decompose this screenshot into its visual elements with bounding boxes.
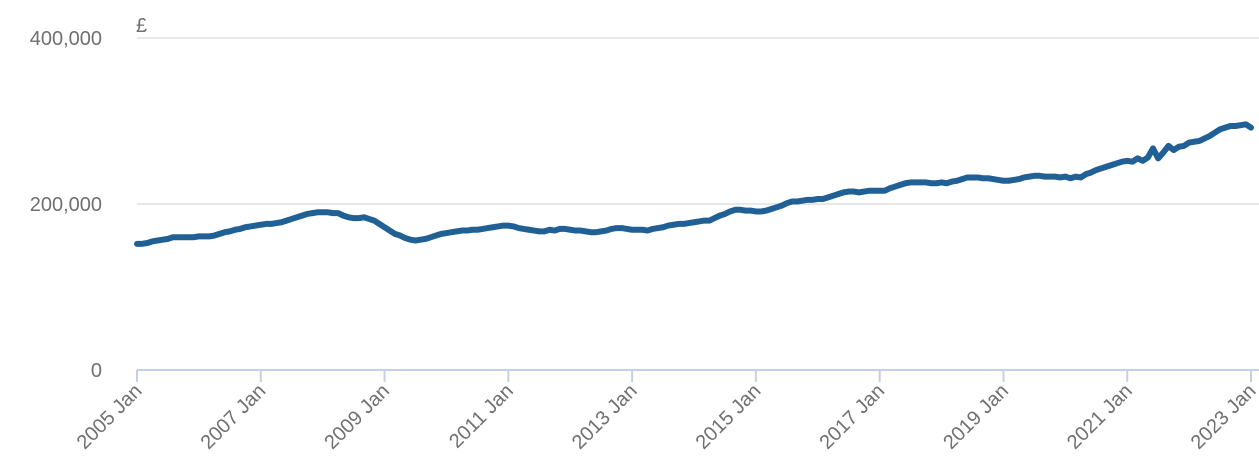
x-tick-label: 2013 Jan <box>568 380 642 454</box>
x-tick-label: 2011 Jan <box>445 380 518 453</box>
x-tick-label: 2009 Jan <box>320 380 394 454</box>
y-tick-label: 400,000 <box>30 28 102 50</box>
x-tick-label: 2021 Jan <box>1063 380 1137 454</box>
x-tick-label: 2019 Jan <box>939 380 1013 454</box>
y-tick-label: 200,000 <box>30 194 102 216</box>
y-tick-label: 0 <box>91 360 102 382</box>
x-tick-label: 2015 Jan <box>692 380 766 454</box>
x-tick-label: 2017 Jan <box>815 380 889 454</box>
x-tick-label: 2005 Jan <box>73 380 147 454</box>
data-line <box>134 121 1254 247</box>
x-tick-label: 2023 Jan <box>1187 380 1259 454</box>
x-tick-label: 2007 Jan <box>197 380 271 454</box>
y-unit: £ <box>136 15 147 37</box>
